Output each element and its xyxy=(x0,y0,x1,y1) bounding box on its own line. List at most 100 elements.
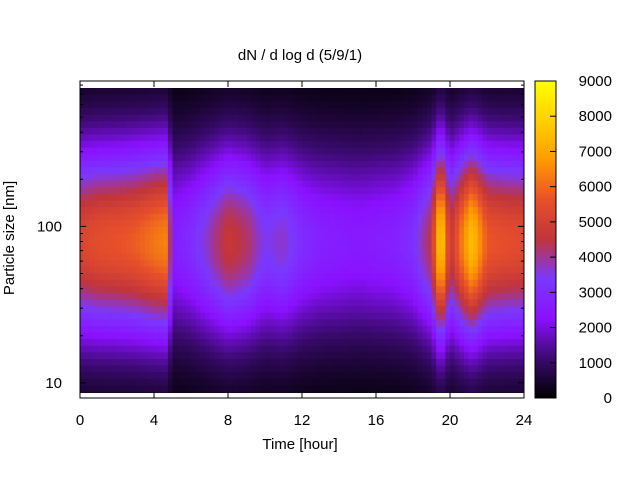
heatmap-cell xyxy=(121,166,127,175)
heatmap-cell xyxy=(394,133,400,142)
heatmap-cell xyxy=(181,88,187,89)
heatmap-cell xyxy=(385,265,391,274)
heatmap-cell xyxy=(315,114,322,122)
heatmap-cell xyxy=(218,312,224,320)
heatmap-cell xyxy=(422,160,428,168)
heatmap-cell xyxy=(408,88,414,95)
heatmap-cell xyxy=(413,94,419,102)
heatmap-cell xyxy=(158,259,164,267)
heatmap-cell xyxy=(320,378,326,386)
heatmap-cell xyxy=(389,153,396,161)
heatmap-cell xyxy=(376,213,382,221)
heatmap-cell xyxy=(228,107,234,115)
colorbar-tick-label: 1000 xyxy=(579,355,612,372)
heatmap-cell xyxy=(491,239,497,247)
heatmap-cell xyxy=(246,147,252,155)
heatmap-cell xyxy=(149,153,155,161)
heatmap-cell xyxy=(265,213,271,221)
heatmap-cell xyxy=(376,318,382,326)
heatmap-cell xyxy=(204,173,211,181)
heatmap-cell xyxy=(232,193,238,201)
heatmap-cell xyxy=(130,120,137,128)
heatmap-cell xyxy=(320,193,326,201)
heatmap-cell xyxy=(251,180,257,188)
heatmap-cell xyxy=(385,213,391,221)
heatmap-cell xyxy=(440,252,446,260)
heatmap-cell xyxy=(445,239,451,247)
heatmap-cell xyxy=(348,279,354,287)
heatmap-cell xyxy=(269,259,275,267)
heatmap-cell xyxy=(135,312,141,320)
heatmap-cell xyxy=(477,153,483,161)
heatmap-cell xyxy=(181,94,187,102)
heatmap-cell xyxy=(505,133,511,142)
heatmap-cell xyxy=(200,345,206,353)
heatmap-cell xyxy=(172,345,178,353)
heatmap-cell xyxy=(269,331,275,340)
heatmap-cell xyxy=(107,351,113,359)
heatmap-cell xyxy=(214,133,220,142)
heatmap-cell xyxy=(389,259,396,267)
heatmap-cell xyxy=(237,94,243,102)
heatmap-cell xyxy=(399,312,405,320)
heatmap-cell xyxy=(473,265,479,274)
heatmap-cell xyxy=(482,120,488,128)
heatmap-cell xyxy=(371,292,377,300)
heatmap-cell xyxy=(334,265,340,274)
heatmap-cell xyxy=(297,153,303,161)
heatmap-cell xyxy=(209,160,215,168)
heatmap-cell xyxy=(394,160,400,168)
heatmap-cell xyxy=(255,147,261,155)
heatmap-cell xyxy=(191,358,197,366)
heatmap-cell xyxy=(223,378,229,386)
heatmap-cell xyxy=(482,88,488,89)
heatmap-cell xyxy=(389,219,396,227)
heatmap-cell xyxy=(426,272,433,280)
heatmap-cell xyxy=(172,279,178,287)
heatmap-cell xyxy=(463,265,470,274)
heatmap-cell xyxy=(519,114,524,122)
heatmap-cell xyxy=(80,160,86,168)
heatmap-cell xyxy=(278,219,285,227)
heatmap-cell xyxy=(454,120,460,128)
heatmap-cell xyxy=(255,272,261,280)
heatmap-cell xyxy=(232,100,238,109)
heatmap-cell xyxy=(468,166,474,175)
heatmap-cell xyxy=(306,318,312,326)
heatmap-cell xyxy=(491,88,497,95)
heatmap-cell xyxy=(149,259,155,267)
heatmap-cell xyxy=(426,312,433,320)
heatmap-cell xyxy=(241,391,248,393)
heatmap-cell xyxy=(158,378,164,386)
heatmap-cell xyxy=(371,364,377,373)
heatmap-cell xyxy=(288,232,294,241)
heatmap-cell xyxy=(80,265,86,274)
heatmap-cell xyxy=(84,199,90,208)
heatmap-cell xyxy=(265,133,271,142)
heatmap-cell xyxy=(93,246,100,254)
heatmap-cell xyxy=(320,384,326,392)
heatmap-cell xyxy=(468,88,474,89)
heatmap-cell xyxy=(167,272,174,280)
heatmap-cell xyxy=(154,279,160,287)
heatmap-cell xyxy=(505,265,511,274)
heatmap-cell xyxy=(385,133,391,142)
heatmap-cell xyxy=(450,325,456,333)
heatmap-cell xyxy=(422,272,428,280)
heatmap-cell xyxy=(413,88,419,89)
heatmap-cell xyxy=(135,193,141,201)
heatmap-cell xyxy=(177,371,183,379)
heatmap-cell xyxy=(149,246,155,254)
heatmap-cell xyxy=(339,232,345,241)
heatmap-cell xyxy=(343,364,349,373)
heatmap-cell xyxy=(204,351,211,359)
heatmap-cell xyxy=(103,88,109,89)
heatmap-cell xyxy=(177,88,183,95)
heatmap-cell xyxy=(232,232,238,241)
heatmap-cell xyxy=(371,345,377,353)
heatmap-cell xyxy=(505,94,511,102)
heatmap-cell xyxy=(376,193,382,201)
heatmap-cell xyxy=(491,272,497,280)
colorbar-tick-label: 4000 xyxy=(579,249,612,266)
heatmap-cell xyxy=(334,378,340,386)
